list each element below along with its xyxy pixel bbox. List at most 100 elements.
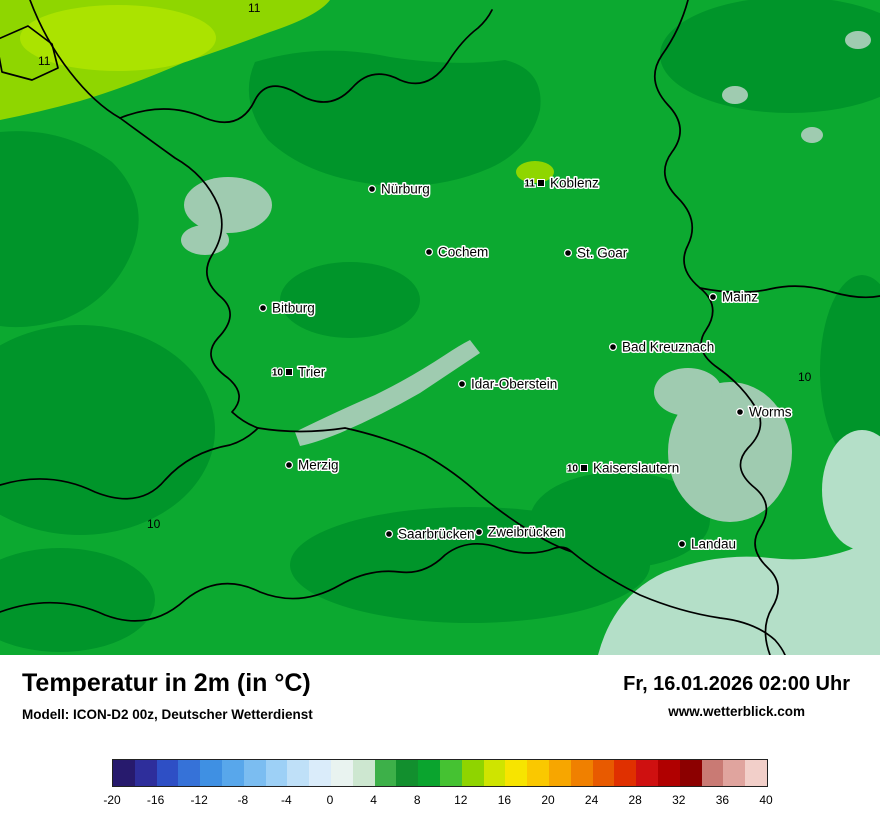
- city-label: Nürburg: [381, 182, 430, 197]
- temperature-value-labels: 11 11 10 10: [38, 1, 812, 531]
- city-saarbr-cken: Saarbrücken: [385, 525, 476, 543]
- colorbar-tick: 20: [541, 793, 555, 807]
- city-mainz: Mainz: [708, 288, 760, 306]
- colorbar-segment: [483, 760, 506, 786]
- colorbar-segment: [330, 760, 353, 786]
- colorbar-segment: [570, 760, 593, 786]
- city-dot-icon: [608, 343, 617, 352]
- colorbar-segment: [461, 760, 484, 786]
- map-canvas: 11 11 10 10 Nürburg 11 Koblenz Cochem St. Goar B…: [0, 0, 880, 655]
- city-markers: Nürburg 11 Koblenz Cochem St. Goar Bitburg Mai…: [259, 174, 793, 553]
- map-title: Temperatur in 2m (in °C): [22, 669, 311, 697]
- city-dot-icon: [425, 248, 434, 257]
- city-label: Koblenz: [550, 176, 599, 191]
- city-dot-icon: [708, 293, 717, 302]
- colorbar-segment: [374, 760, 397, 786]
- temperature-shading: [0, 0, 880, 655]
- colorbar-segment: [701, 760, 724, 786]
- city-worms: Worms: [735, 403, 793, 421]
- map-footer: Temperatur in 2m (in °C) Modell: ICON-D2…: [0, 655, 880, 830]
- city-dot-icon: [259, 304, 268, 313]
- city-label: Bitburg: [272, 301, 315, 316]
- colorbar-tick: 24: [584, 793, 599, 807]
- city-label: Idar-Oberstein: [471, 377, 557, 392]
- city-label: Saarbrücken: [398, 527, 475, 542]
- city-dot-icon: [458, 380, 467, 389]
- colorbar-segment: [527, 760, 549, 786]
- station-marker-icon: [580, 464, 588, 472]
- city-label: Merzig: [298, 458, 339, 473]
- city-dot-icon: [677, 539, 686, 548]
- city-label: Landau: [691, 537, 736, 552]
- city-label: Mainz: [722, 290, 758, 305]
- date-block: Fr, 16.01.2026 02:00 Uhr www.wetterblick…: [623, 673, 850, 719]
- colorbar-segment: [134, 760, 157, 786]
- colorbar-tick: 4: [370, 793, 377, 807]
- temp-value-label: 11: [38, 54, 51, 68]
- colorbar-tick: -4: [281, 793, 292, 807]
- city-dot-icon: [368, 185, 377, 194]
- city-merzig: Merzig: [285, 456, 340, 474]
- colorbar-tick: -20: [103, 793, 121, 807]
- colorbar-tick: 40: [759, 793, 773, 807]
- city-cochem: Cochem: [425, 243, 490, 261]
- city-label: Kaiserslautern: [593, 461, 679, 476]
- colorbar-segment: [113, 760, 135, 786]
- temp-value-label: 10: [798, 370, 812, 384]
- city-bitburg: Bitburg: [259, 299, 316, 317]
- colorbar-segment: [614, 760, 637, 786]
- colorbar-segment: [178, 760, 201, 786]
- city-n-rburg: Nürburg: [368, 180, 431, 198]
- city-label: St. Goar: [577, 246, 628, 261]
- forecast-datetime: Fr, 16.01.2026 02:00 Uhr: [623, 673, 850, 695]
- colorbar-tick: 32: [672, 793, 686, 807]
- colorbar-segment: [309, 760, 331, 786]
- city-label: Zweibrücken: [488, 525, 565, 540]
- colorbar-tick: -16: [146, 793, 165, 807]
- station-temp-value: 10: [272, 368, 284, 379]
- city-kaiserslautern: 10 Kaiserslautern: [566, 459, 681, 477]
- station-temp-value: 11: [524, 179, 535, 190]
- temperature-colorbar: [112, 759, 768, 787]
- colorbar-tick: 36: [715, 793, 730, 807]
- station-marker-icon: [285, 368, 293, 376]
- city-dot-icon: [385, 529, 394, 538]
- colorbar-segment: [287, 760, 310, 786]
- city-idar-oberstein: Idar-Oberstein: [458, 375, 559, 393]
- state-borders: [0, 0, 880, 655]
- colorbar-segment: [505, 760, 528, 786]
- colorbar-segment: [636, 760, 658, 786]
- colorbar-tick: 0: [326, 793, 334, 807]
- city-koblenz: 11 Koblenz: [523, 174, 600, 192]
- city-dot-icon: [475, 527, 484, 536]
- station-temp-value: 10: [567, 464, 579, 475]
- colorbar-wrap: -20 -16 -12 -8 -4 0 4 8 12 16 20 24 28 32 36 40: [103, 759, 773, 819]
- colorbar-segment: [723, 760, 746, 786]
- colorbar-tick: -8: [237, 793, 249, 807]
- city-trier: 10 Trier: [271, 363, 328, 381]
- colorbar-segment: [243, 760, 266, 786]
- city-st-goar: St. Goar: [563, 244, 629, 262]
- city-landau: Landau: [677, 535, 738, 553]
- city-label: Cochem: [438, 245, 488, 260]
- weather-map: 11 11 10 10 Nürburg 11 Koblenz Cochem St. Goar B…: [0, 0, 880, 655]
- temp-value-label: 11: [248, 1, 261, 15]
- colorbar-segment: [745, 760, 767, 786]
- colorbar-segment: [396, 760, 419, 786]
- city-dot-icon: [563, 249, 572, 258]
- colorbar-segment: [265, 760, 288, 786]
- colorbar-segment: [221, 760, 244, 786]
- temp-value-label: 10: [147, 517, 161, 531]
- colorbar-segment: [352, 760, 375, 786]
- city-label: Trier: [298, 365, 326, 380]
- colorbar-segment: [418, 760, 440, 786]
- colorbar-tick: 16: [497, 793, 512, 807]
- colorbar-segment: [592, 760, 615, 786]
- city-dot-icon: [735, 408, 744, 417]
- colorbar-tick: -12: [190, 793, 208, 807]
- city-label: Bad Kreuznach: [622, 340, 714, 355]
- station-marker-icon: [537, 179, 545, 187]
- model-info: Modell: ICON-D2 00z, Deutscher Wetterdie…: [22, 707, 313, 722]
- colorbar-tick: 28: [628, 793, 642, 807]
